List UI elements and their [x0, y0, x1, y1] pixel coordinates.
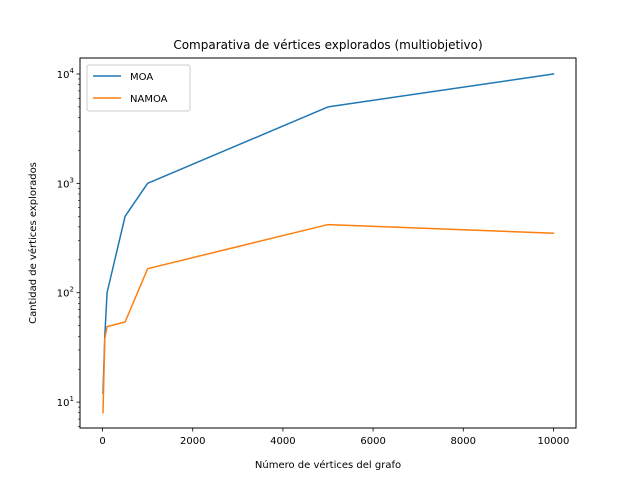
legend-label-namoa: NAMOA	[130, 94, 168, 105]
y-tick-label: 101	[57, 395, 74, 409]
plot-frame	[79, 57, 577, 429]
x-tick-label: 8000	[451, 436, 476, 447]
x-tick-label: 6000	[360, 436, 385, 447]
chart-title: Comparativa de vértices explorados (mult…	[173, 38, 482, 52]
series-line-namoa	[102, 223, 555, 414]
x-axis-label: Número de vértices del grafo	[255, 459, 401, 471]
x-tick-label: 10000	[538, 436, 570, 447]
plot-area	[102, 73, 555, 414]
x-tick-label: 2000	[180, 436, 205, 447]
x-tick-label: 0	[99, 436, 105, 447]
y-tick-label: 103	[57, 176, 74, 190]
y-tick-label: 104	[57, 67, 75, 81]
legend-label-moa: MOA	[130, 72, 153, 83]
legend: MOA NAMOA	[86, 64, 191, 112]
y-tick-label: 102	[57, 286, 74, 300]
y-axis-label: Cantidad de vértices explorados	[27, 162, 39, 324]
x-tick-label: 4000	[270, 436, 295, 447]
